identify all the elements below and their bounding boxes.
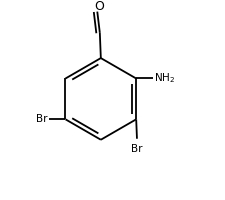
Text: NH$_2$: NH$_2$ [154, 72, 175, 85]
Text: O: O [94, 0, 104, 13]
Text: Br: Br [131, 144, 143, 154]
Text: Br: Br [36, 114, 48, 124]
